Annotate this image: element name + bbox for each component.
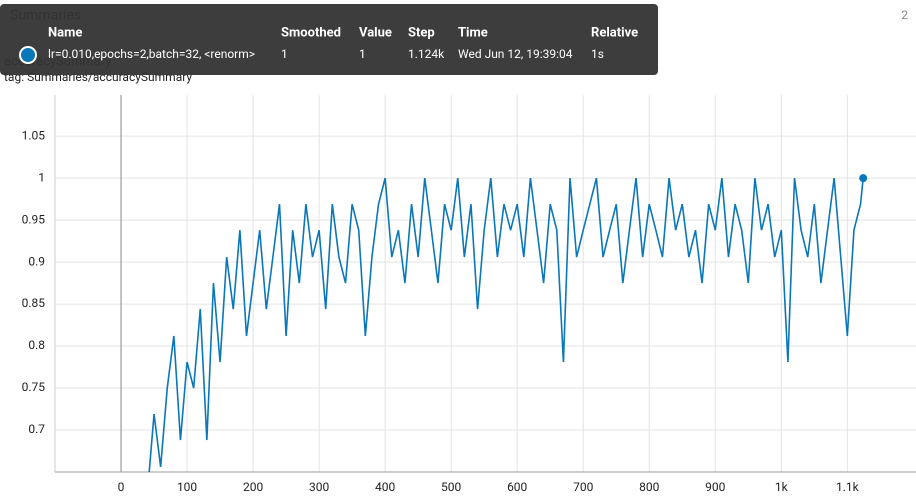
series-swatch [19, 46, 37, 64]
y-tick-label: 0.7 [28, 422, 45, 436]
grid: 0.7 0.75 0.8 0.85 0.9 0.95 1 1.05 0 100 200 300 400 5… [22, 95, 916, 494]
x-tick-label: 200 [243, 480, 263, 494]
x-tick-label: 500 [441, 480, 461, 494]
x-tick-label: 800 [639, 480, 659, 494]
tooltip-cell: Wed Jun 12, 19:39:04 [458, 47, 573, 61]
y-tick-label: 0.95 [22, 212, 46, 226]
x-tick-label: 100 [177, 480, 197, 494]
hover-point [859, 174, 868, 183]
tooltip-bg [0, 4, 658, 75]
tooltip-cell: 1 [359, 47, 366, 61]
y-tick-label: 1 [38, 170, 45, 184]
tooltip-cell: 1 [281, 47, 288, 61]
y-tick-label: 1.05 [22, 128, 46, 142]
y-tick-label: 0.8 [28, 338, 45, 352]
x-tick-label: 1.1k [836, 480, 860, 494]
tooltip-header: Smoothed [281, 25, 341, 40]
y-tick-label: 0.9 [28, 254, 45, 268]
x-tick-label: 300 [309, 480, 329, 494]
plot-area [148, 174, 868, 472]
y-tick-label: 0.85 [22, 296, 46, 310]
y-tick-label: 0.75 [22, 380, 46, 394]
tooltip-cell: 1s [591, 47, 604, 61]
section-count: 2 [901, 8, 908, 22]
x-tick-label: 1k [775, 480, 789, 494]
x-tick-label: 700 [573, 480, 593, 494]
tooltip-cell: 1.124k [408, 47, 445, 61]
tooltip-cell: lr=0.010,epochs=2,batch=32, <renorm> [48, 47, 255, 61]
tooltip-header: Value [359, 25, 392, 40]
tooltip: Name lr=0.010,epochs=2,batch=32, <renorm>… [0, 4, 658, 75]
tooltip-header: Relative [591, 25, 638, 40]
x-tick-label: 400 [375, 480, 395, 494]
tooltip-header: Time [458, 25, 488, 40]
tooltip-header: Name [48, 25, 82, 40]
series-line [148, 177, 864, 472]
x-tick-label: 600 [507, 480, 527, 494]
x-tick-label: 0 [118, 480, 125, 494]
x-tick-label: 900 [705, 480, 725, 494]
tooltip-header: Step [408, 25, 435, 40]
